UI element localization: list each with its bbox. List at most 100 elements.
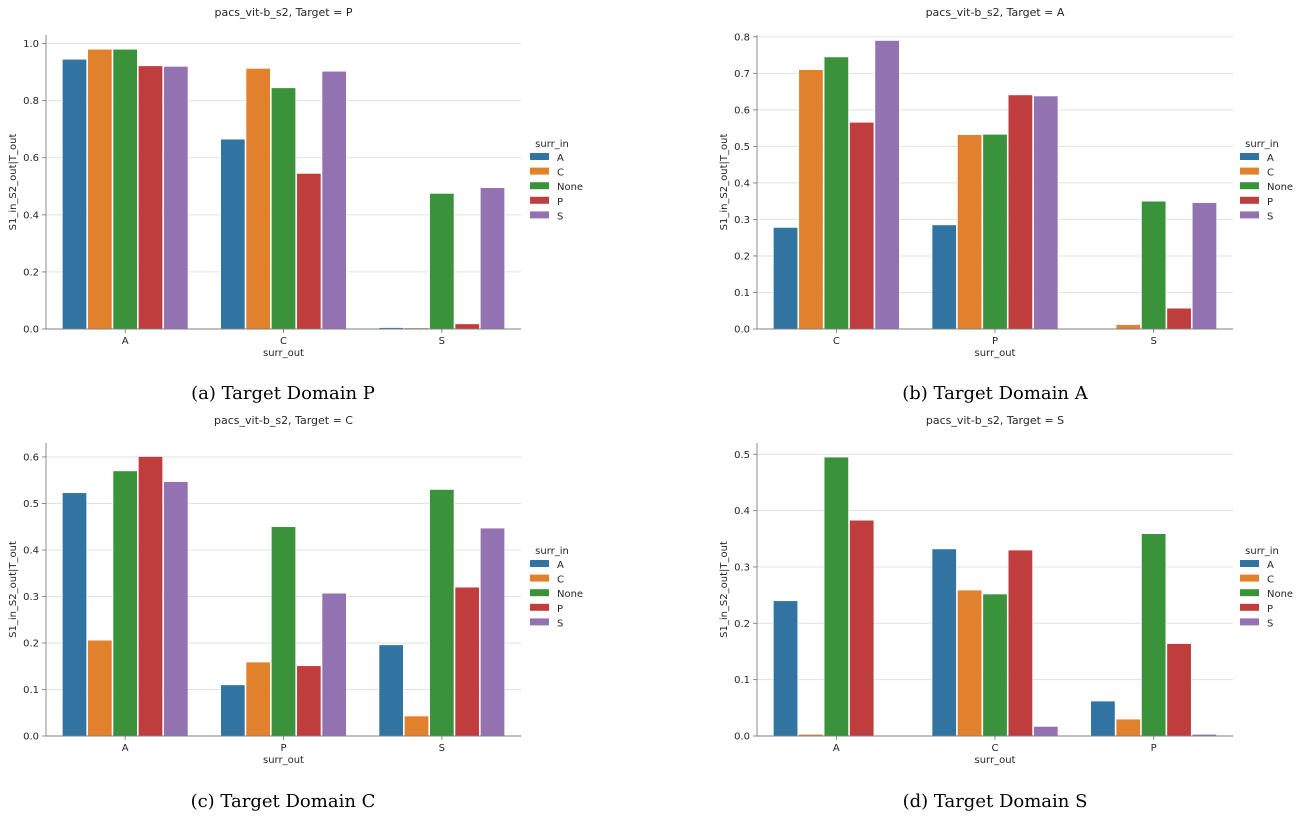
bar-A-S — [163, 66, 189, 330]
legend-swatch-S — [1240, 211, 1259, 219]
bar-P-A — [220, 684, 246, 737]
bar-C-P — [296, 173, 322, 330]
bar-P-C — [957, 134, 983, 330]
bar-A-P — [138, 456, 163, 737]
legend-swatch-A — [1240, 153, 1259, 160]
legend-entry: A — [557, 153, 564, 164]
y-tick-label: 0.5 — [734, 450, 750, 461]
bar-C-S — [874, 40, 900, 330]
y-tick-label: 0.6 — [734, 105, 750, 116]
x-axis-label: surr_out — [263, 348, 304, 359]
x-tick-label: C — [992, 743, 999, 754]
legend: surr_in AC None PS — [1240, 139, 1293, 222]
legend-swatch-A — [1240, 560, 1259, 567]
x-axis-label: surr_out — [975, 755, 1016, 766]
legend-swatch-A — [530, 560, 549, 567]
legend-entry: A — [557, 560, 564, 571]
legend-swatch-P — [1240, 196, 1259, 204]
bar-C-None — [823, 56, 849, 330]
x-axis-label: surr_out — [263, 755, 304, 766]
legend-swatch-None — [530, 589, 549, 597]
bar-P-A — [931, 224, 957, 330]
x-tick-label: C — [833, 336, 840, 347]
bar-S-None — [429, 193, 455, 330]
legend-swatch-A — [530, 153, 549, 160]
legend-entry: C — [1267, 168, 1274, 179]
y-tick-label: 0.4 — [734, 506, 750, 517]
bar-C-None — [982, 593, 1008, 737]
bar-S-A — [378, 644, 404, 737]
bar-P-C — [245, 661, 271, 737]
bar-S-P — [454, 323, 480, 330]
legend-entry: A — [1267, 560, 1274, 571]
x-axis-label: surr_out — [975, 348, 1016, 359]
figure-caption: (c) Target Domain C — [191, 791, 376, 812]
bar-C-A — [773, 227, 799, 330]
figure-caption: (a) Target Domain P — [191, 383, 375, 404]
bar-S-S — [480, 527, 505, 737]
y-tick-label: 0.2 — [734, 619, 750, 630]
legend-entry: None — [1267, 589, 1293, 600]
bar-A-C — [87, 639, 113, 737]
bar-A-C — [87, 48, 113, 330]
bar-C-S — [321, 70, 347, 330]
bar-P-None — [982, 134, 1008, 330]
legend-entry: None — [557, 182, 583, 193]
legend-entry: S — [557, 618, 563, 629]
y-tick-label: 0.0 — [734, 325, 750, 336]
legend-swatch-P — [530, 196, 549, 204]
y-tick-label: 0.0 — [734, 732, 750, 743]
bar-S-C — [404, 715, 429, 737]
x-tick-label: S — [439, 743, 445, 754]
x-tick-label: P — [280, 743, 286, 754]
x-tick-label: P — [992, 336, 998, 347]
y-tick-label: 0.4 — [23, 545, 39, 556]
bar-S-P — [454, 586, 480, 737]
legend-entry: C — [1267, 575, 1274, 586]
legend-swatch-P — [530, 603, 549, 611]
bar-A-P — [849, 519, 875, 737]
bar-C-None — [271, 87, 296, 330]
legend-swatch-None — [1240, 589, 1259, 597]
bar-C-C — [798, 69, 824, 330]
legend-entry: None — [1267, 182, 1293, 193]
x-tick-label: P — [1151, 743, 1157, 754]
y-tick-label: 0.4 — [734, 178, 750, 189]
bar-A-None — [112, 470, 138, 737]
bar-S-C — [1115, 324, 1141, 330]
y-tick-label: 0.2 — [23, 267, 39, 278]
bar-P-None — [271, 526, 296, 737]
legend-title: surr_in — [1245, 139, 1279, 150]
x-tick-label: A — [122, 743, 129, 754]
legend-entry: P — [1267, 604, 1273, 615]
legend-entry: C — [557, 575, 564, 586]
legend-title: surr_in — [535, 139, 569, 150]
x-tick-label: C — [280, 336, 287, 347]
bar-S-S — [1191, 202, 1217, 330]
chart-title: pacs_vit-b_s2, Target = A — [926, 6, 1065, 19]
y-tick-label: 0.6 — [23, 153, 39, 164]
legend-swatch-C — [1240, 167, 1259, 175]
y-tick-label: 0.2 — [734, 251, 750, 262]
legend-entry: P — [1267, 197, 1273, 208]
figure-caption: (d) Target Domain S — [903, 791, 1088, 812]
y-tick-label: 0.1 — [734, 288, 750, 299]
bar-S-None — [1141, 200, 1167, 330]
y-tick-label: 0.1 — [23, 685, 39, 696]
legend-entry: S — [1267, 618, 1273, 629]
y-tick-label: 1.0 — [23, 39, 39, 50]
chart-title: pacs_vit-b_s2, Target = C — [214, 414, 353, 427]
bar-C-S — [1033, 726, 1059, 737]
y-tick-label: 0.3 — [23, 592, 39, 603]
y-tick-label: 0.5 — [23, 499, 39, 510]
chart-panel-4: 0.00.10.20.30.40.5A C Psurr_outS1_in_S2_ou… — [719, 414, 1293, 766]
bar-A-P — [138, 65, 163, 330]
x-tick-label: A — [122, 336, 129, 347]
legend-title: surr_in — [1245, 546, 1279, 557]
x-tick-label: A — [833, 743, 840, 754]
bar-C-P — [1007, 549, 1033, 737]
y-tick-label: 0.6 — [23, 452, 39, 463]
legend-title: surr_in — [535, 546, 569, 557]
y-tick-label: 0.0 — [23, 325, 39, 336]
legend-swatch-None — [530, 182, 549, 190]
